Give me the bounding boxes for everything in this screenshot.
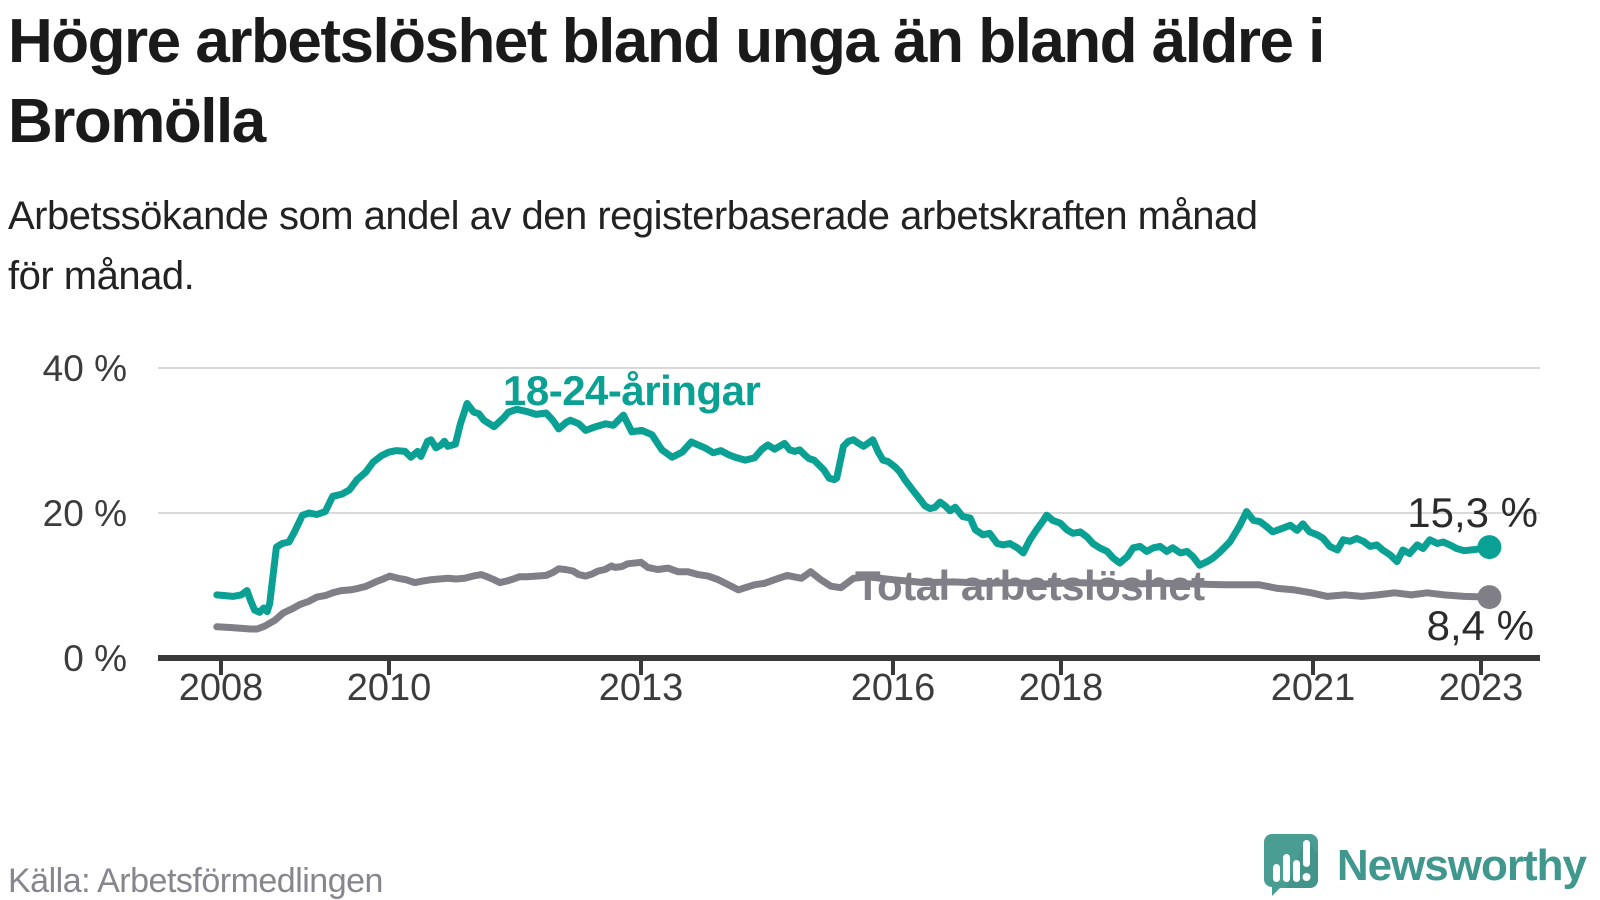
bar-chart-glyph bbox=[1272, 854, 1300, 882]
exclamation-glyph bbox=[1302, 840, 1311, 881]
series-end-value-total-arbetsl-shet: 8,4 % bbox=[1427, 602, 1534, 649]
page-title-line-1: Högre arbetslöshet bland unga än bland ä… bbox=[8, 7, 1325, 76]
newsworthy-logo-icon bbox=[1263, 834, 1318, 896]
x-tick-label-2016: 2016 bbox=[851, 667, 936, 709]
newsworthy-logo: Newsworthy bbox=[1262, 832, 1587, 896]
x-tick-label-2008: 2008 bbox=[179, 667, 264, 709]
page-subtitle: Arbetssökande som andel av den registerb… bbox=[8, 186, 1568, 306]
x-tick-label-2018: 2018 bbox=[1019, 667, 1104, 709]
y-tick-label-0: 0 % bbox=[63, 638, 127, 679]
y-tick-label-20: 20 % bbox=[43, 493, 127, 534]
page-subtitle-line-2: för månad. bbox=[8, 254, 195, 298]
series-end-dot-total-arbetsl-shet bbox=[1477, 585, 1502, 610]
series-line-18-24-ringar bbox=[213, 400, 1493, 616]
series-end-value-18-24-ringar: 15,3 % bbox=[1407, 489, 1538, 536]
series-line-total-arbetsl-shet bbox=[213, 558, 1493, 633]
x-tick-label-2013: 2013 bbox=[599, 667, 684, 709]
series-label-18-24-ringar: 18-24-åringar bbox=[503, 367, 760, 414]
page-subtitle-line-1: Arbetssökande som andel av den registerb… bbox=[8, 194, 1258, 238]
y-tick-label-40: 40 % bbox=[43, 348, 127, 389]
page-title-line-2: Bromölla bbox=[8, 87, 266, 156]
page-title: Högre arbetslöshet bland unga än bland ä… bbox=[8, 2, 1588, 162]
x-tick-label-2023: 2023 bbox=[1439, 667, 1524, 709]
x-tick-label-2021: 2021 bbox=[1271, 667, 1356, 709]
newsworthy-wordmark: Newsworthy bbox=[1336, 841, 1587, 890]
source-text: Källa: Arbetsförmedlingen bbox=[8, 862, 383, 900]
series-end-dot-18-24-ringar bbox=[1477, 535, 1502, 560]
series-label-total-arbetsl-shet: Total arbetslöshet bbox=[855, 562, 1205, 609]
x-tick-label-2010: 2010 bbox=[347, 667, 432, 709]
